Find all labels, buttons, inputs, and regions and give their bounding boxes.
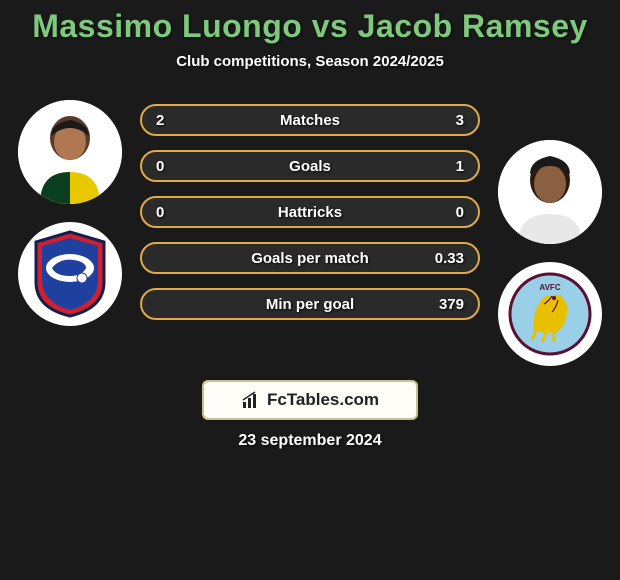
stat-left-value: 0 <box>156 204 164 221</box>
player-right-avatar <box>498 140 602 244</box>
left-column <box>18 100 122 326</box>
stat-label: Min per goal <box>266 296 354 313</box>
stats-column: 2 Matches 3 0 Goals 1 0 Hattricks 0 Goal… <box>140 100 480 320</box>
stat-bar-goals-per-match: Goals per match 0.33 <box>140 242 480 274</box>
stat-left-value: 0 <box>156 158 164 175</box>
stat-right-value: 1 <box>456 158 464 175</box>
stat-bar-min-per-goal: Min per goal 379 <box>140 288 480 320</box>
stat-bar-goals: 0 Goals 1 <box>140 150 480 182</box>
stat-bar-matches: 2 Matches 3 <box>140 104 480 136</box>
stat-label: Goals <box>289 158 331 175</box>
right-column: AVFC <box>498 100 602 366</box>
club-right-badge: AVFC <box>498 262 602 366</box>
stat-right-value: 0 <box>456 204 464 221</box>
main-row: 2 Matches 3 0 Goals 1 0 Hattricks 0 Goal… <box>0 100 620 366</box>
player-avatar-icon <box>498 140 602 244</box>
source-logo: FcTables.com <box>202 380 418 420</box>
club-left-badge <box>18 222 122 326</box>
page-subtitle: Club competitions, Season 2024/2025 <box>176 53 444 70</box>
stat-label: Hattricks <box>278 204 342 221</box>
aston-villa-badge-icon: AVFC <box>508 272 592 356</box>
stat-label: Goals per match <box>251 250 369 267</box>
chart-icon <box>241 390 261 410</box>
stat-right-value: 379 <box>439 296 464 313</box>
logo-text: FcTables.com <box>267 390 379 410</box>
player-avatar-icon <box>18 100 122 204</box>
ipswich-badge-icon <box>30 230 110 318</box>
stat-bar-hattricks: 0 Hattricks 0 <box>140 196 480 228</box>
stat-left-value: 2 <box>156 112 164 129</box>
stat-label: Matches <box>280 112 340 129</box>
stat-right-value: 3 <box>456 112 464 129</box>
comparison-card: Massimo Luongo vs Jacob Ramsey Club comp… <box>0 0 620 580</box>
stat-right-value: 0.33 <box>435 250 464 267</box>
date-text: 23 september 2024 <box>238 432 381 450</box>
player-left-avatar <box>18 100 122 204</box>
svg-text:AVFC: AVFC <box>539 283 560 292</box>
page-title: Massimo Luongo vs Jacob Ramsey <box>32 8 588 45</box>
